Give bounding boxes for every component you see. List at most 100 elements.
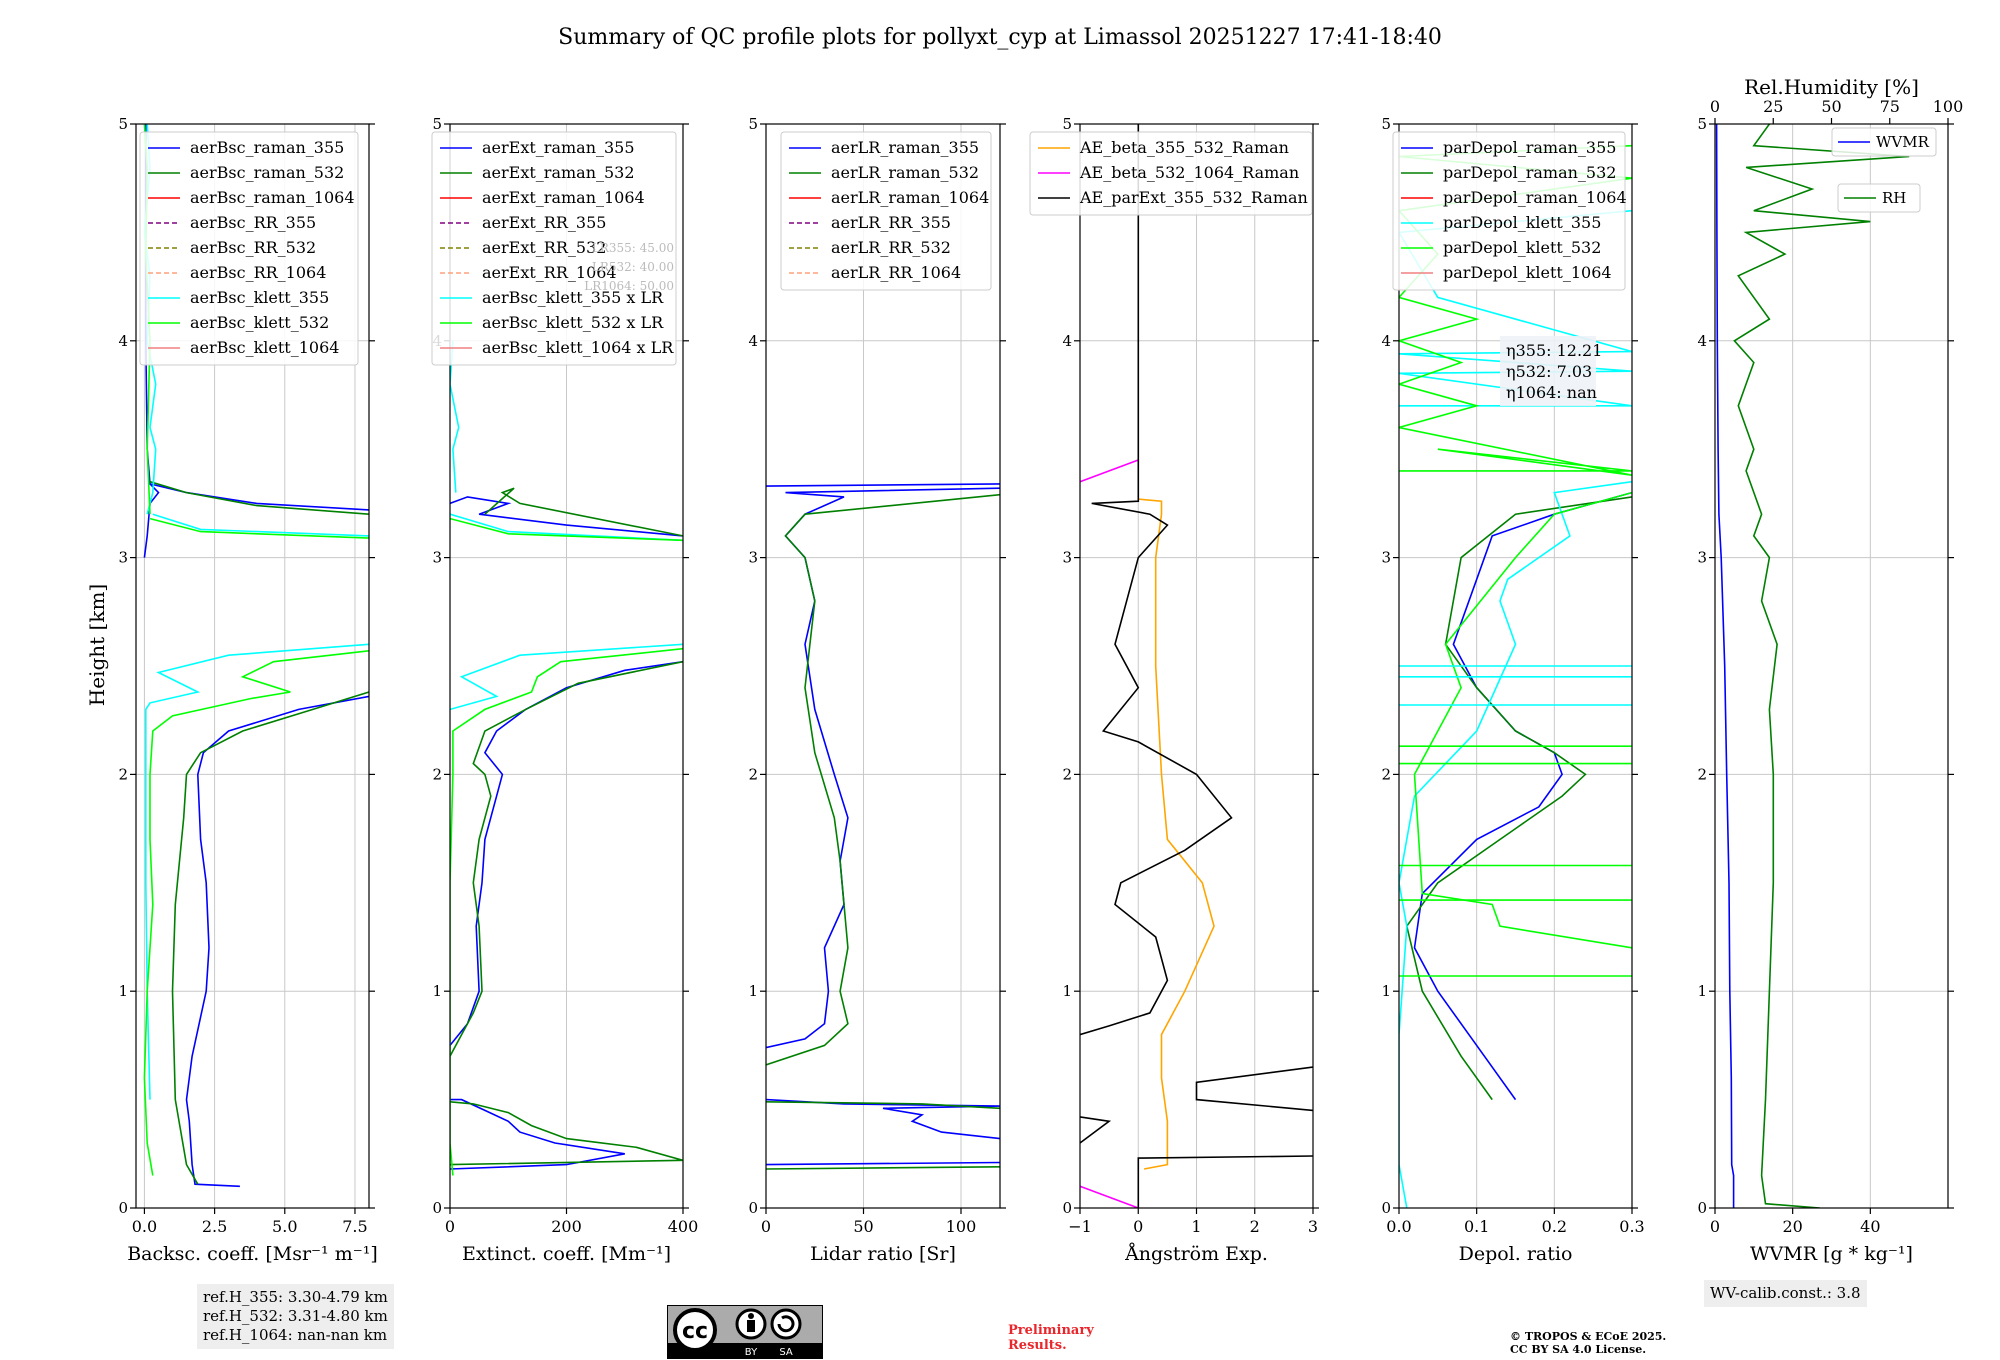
series-line-aerLR_raman_532_low [766,1166,1000,1170]
y-tick-label: 4 [1062,332,1072,350]
panel-ext: 0200400012345Extinct. coeff. [Mm⁻¹]aerEx… [431,115,698,1265]
series-line-AE_beta_355_532_Raman [1138,498,1215,1170]
series-line-WVMR [1715,124,1735,1208]
y-tick-label: 5 [748,115,758,133]
lr-note: LR355: 45.00 [592,241,674,255]
series-line-aerBsc_raman_355 [185,695,369,1188]
legend-label: AE_beta_532_1064_Raman [1079,163,1299,182]
x-axis-label: Lidar ratio [Sr] [810,1243,956,1265]
top-tick-label: 25 [1763,97,1783,116]
series-line-aerBsc_klett_532 x LR [450,647,683,1176]
y-tick-label: 3 [1062,549,1072,567]
series-line-aerExt_raman_532 [450,1101,683,1166]
series-line-aerBsc_klett_355 x LR [450,643,683,711]
series-line-aerBsc_klett_355 x LR_u [450,340,460,493]
x-tick-label: 40 [1860,1217,1880,1236]
series-line-RH [1733,124,1910,1208]
top-tick-label: 50 [1821,97,1841,116]
legend-label: parDepol_klett_355 [1443,213,1601,232]
legend-label: aerLR_raman_1064 [831,188,989,207]
legend-label: AE_parExt_355_532_Raman [1079,188,1308,207]
x-axis-label: Depol. ratio [1459,1243,1573,1265]
refh-info-box: ref.H_355: 3.30-4.79 km ref.H_532: 3.31-… [197,1284,394,1349]
legend-label: aerBsc_raman_532 [190,163,344,182]
copyright-note: © TROPOS & ECoE 2025. CC BY SA 4.0 Licen… [1510,1330,1667,1356]
series-line-aerExt_raman_355 [450,1098,625,1170]
series-line-AE_beta_532_1064_Raman [1080,1185,1139,1208]
series-line-parDepol_klett_532 [1413,491,1632,949]
x-tick-label: 0 [761,1217,771,1236]
legend-label: aerBsc_RR_532 [190,238,316,257]
axes-frame [1714,123,1949,1209]
legend-box [1392,131,1626,291]
y-tick-label: 1 [748,982,758,1000]
legend-label: aerBsc_klett_532 x LR [482,313,664,332]
legend-label: aerExt_raman_1064 [482,188,645,207]
series-group [450,340,683,1176]
x-tick-label: 0.3 [1619,1217,1644,1236]
series-line-aerExt_raman_532_b [450,660,683,1057]
x-axis-label: WVMR [g * kg⁻¹] [1750,1243,1913,1265]
top-tick-label: 75 [1880,97,1900,116]
axes-frame [1398,123,1633,1209]
refh-532: ref.H_532: 3.31-4.80 km [203,1307,388,1325]
legend-label: aerExt_raman_532 [482,163,635,182]
legend-label: aerLR_raman_532 [831,163,979,182]
series-line-aerBsc_klett_532_cloud [149,517,369,539]
svg-text:cc: cc [682,1319,708,1344]
legend-label: aerExt_raman_355 [482,138,635,157]
cc-license-badge: cc BY SA [667,1305,823,1359]
legend-label: RH [1882,189,1906,207]
legend-label: aerBsc_klett_355 [190,288,329,307]
y-tick-label: 2 [118,765,128,783]
legend-box [139,131,359,366]
series-line-aerLR_raman_532 [766,493,1000,1066]
legend-box [431,131,677,366]
y-tick-label: 2 [1381,765,1391,783]
series-group [1399,144,1632,1208]
legend-box [1029,131,1313,216]
x-tick-label: 0.1 [1464,1217,1489,1236]
panel-depol: 0.0 0.1 0.2 0.3 0 1 2 3 4 5 Depol. ratio parDepol_r… [1381,115,1644,1265]
series-group [1080,124,1313,1208]
panel-lr: 0 50 100 0 1 2 3 4 5 Lidar ratio [Sr] aerLR_raman_… [748,115,1006,1265]
x-tick-label: 7.5 [342,1217,367,1236]
series-line-AE_parExt_spike [1195,1066,1313,1112]
legend-label: aerBsc_klett_1064 x LR [482,338,674,357]
legend-label: aerBsc_klett_1064 [190,338,339,357]
legend-label: aerBsc_klett_355 x LR [482,288,664,307]
y-tick-label: 5 [1381,115,1391,133]
y-tick-label: 1 [1062,982,1072,1000]
x-tick-label: −1 [1068,1217,1092,1236]
series-line-aerBsc_klett_355 [145,643,369,1100]
series-line-aerBsc_klett_532 [143,650,369,1176]
legend-box [780,131,992,291]
series-line-aerBsc_raman_532_cloud [149,480,369,515]
y-tick-label: 3 [1697,549,1707,567]
y-tick-label: 1 [1381,982,1391,1000]
series-line-aerLR_raman_532_mid [766,1101,1000,1110]
legend-label: parDepol_klett_1064 [1443,263,1612,282]
y-tick-label: 5 [1697,115,1707,133]
x-axis-label: Ångström Exp. [1124,1243,1268,1265]
x-tick-label: 0 [445,1217,455,1236]
y-tick-label: 0 [118,1199,128,1217]
series-line-aerBsc_klett_355_cloud [152,513,369,537]
y-tick-label: 5 [118,115,128,133]
x-tick-label: 0 [1133,1217,1143,1236]
legend-label: aerBsc_klett_532 [190,313,329,332]
y-tick-label: 4 [118,332,128,350]
legend-label: aerExt_RR_1064 [482,263,617,282]
panel-wv: 0 20 40 0 1 2 3 4 5 WVMR [g * kg⁻¹] 0 25 50 75 100 Rel.… [1697,75,1963,1265]
eta-note: η1064: nan [1506,383,1597,402]
x-tick-label: 2.5 [202,1217,227,1236]
y-tick-label: 3 [748,549,758,567]
x-tick-label: 200 [551,1217,582,1236]
series-line-parDepol_raman_355 [1413,491,1632,1101]
y-tick-label: 4 [1697,332,1707,350]
x-axis-label: Extinct. coeff. [Mm⁻¹] [462,1243,671,1265]
y-tick-label: 3 [1381,549,1391,567]
series-line-AE_beta_532_1064_Raman_b [1080,459,1139,483]
eta-note: η355: 12.21 [1506,341,1602,360]
legend-label: aerBsc_raman_1064 [190,188,355,207]
